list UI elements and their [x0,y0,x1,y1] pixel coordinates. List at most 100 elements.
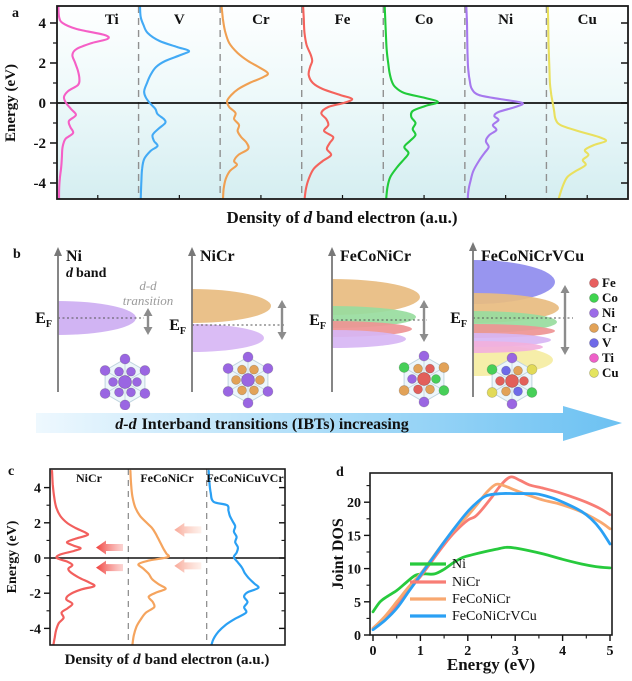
element-label-Cr: Cr [252,12,270,28]
legend-item-FeCoNiCrVCu: FeCoNiCrVCu [410,609,537,624]
legend-item-FeCoNiCr: FeCoNiCr [410,592,511,607]
panel-a-axis-ticks: 4 2 0 -2 -4 [34,16,628,199]
legend-item-Co: Co [589,290,618,305]
ibt-arrow-banner: d-d Interband transitions (IBTs) increasi… [36,406,622,441]
y-tick-label: -2 [29,587,41,602]
band-diagram-Ni [54,247,151,410]
atomic-cluster [99,353,151,410]
dos-curve-Ti [57,6,110,199]
panel-a-y-axis-label: Energy (eV) [3,64,19,142]
dos-curve-Cu [546,6,608,199]
y-tick-label: 0 [354,629,361,644]
dd-transition-arrow [419,300,429,342]
y-tick-label: 5 [354,596,361,611]
dos-curve-Fe [302,6,354,199]
legend-label: Fe [602,275,616,290]
legend-dot [589,308,599,318]
ibt-highlight-arrow [174,522,202,537]
energy-axis-arrowhead [54,247,62,256]
legend-label: FeCoNiCr [452,592,511,607]
panel-d-legend: Ni NiCr FeCoNiCr FeCoNiCrVCu [410,557,537,624]
legend-dot [589,368,599,378]
system-label-nicr: NiCr [76,471,103,485]
legend-item-Ni: Ni [410,557,466,572]
panel-a-frame [56,5,629,200]
x-tick-label: 0 [370,644,377,659]
x-tick-label: 1 [417,644,424,659]
y-tick-label: 0 [39,96,47,112]
jdos-curve-FeCoNiCrVCu [371,492,612,632]
panel-b-schematic: b Ni d band NiCr FeCoNiCr FeCoNiCrVCu EF … [13,242,619,410]
diagram-nicr-title: NiCr [200,248,235,265]
dos-curve-FeCoNiCr [129,469,171,645]
y-tick-label: 2 [34,517,41,532]
y-tick-label: -2 [34,136,47,152]
legend-label: Co [602,290,618,305]
panel-a-dos-chart: a 4 2 0 -2 -4 Ti V Cr Fe Co Ni Cu Energy (eV) Densi… [3,5,629,227]
legend-item-Ti: Ti [589,350,614,365]
diagram-ni-title: Ni [66,248,83,265]
panel-d-frame [369,472,613,636]
dos-curve-NiCr [50,469,96,645]
y-tick-label: 2 [39,56,47,72]
legend-item-V: V [589,335,612,350]
diagram-feconicrvcu-title: FeCoNiCrVCu [481,248,584,265]
element-label-Ni: Ni [498,12,513,28]
element-label-Co: Co [415,12,433,28]
legend-label: Cu [602,365,619,380]
legend-dot [589,338,599,348]
legend-label: Ti [602,350,614,365]
atomic-cluster [486,352,538,410]
dos-curve-Ni [465,6,524,199]
ibt-highlight-arrow [96,560,123,575]
panel-c-frame [49,468,286,646]
dd-transition-arrow [277,300,287,340]
x-tick-label: 3 [512,644,519,659]
legend-dot [589,278,599,288]
right-arrow-shape [36,406,622,441]
ibt-highlight-arrow [96,540,123,555]
legend-dot [589,353,599,363]
legend-label: Ni [452,557,466,572]
panel-c-label: c [8,464,14,479]
panel-d-jdos-chart: d 0 5 10 15 20 0 1 2 3 4 5 Joint DOS Energy (eV) N… [330,465,614,674]
dos-curve-FeCoNiCuVCr [207,469,260,645]
legend-label: FeCoNiCrVCu [452,609,537,624]
legend-label: NiCr [452,575,480,590]
x-tick-label: 5 [607,644,614,659]
ibt-banner-text: d-d Interband transitions (IBTs) increasi… [115,416,409,433]
legend-dot [589,293,599,303]
panel-a-curves [57,6,608,199]
dd-transition-note-line2: transition [123,293,174,308]
panel-a-plot-area: 4 2 0 -2 -4 Ti V Cr Fe Co Ni Cu [34,5,629,200]
panel-d-x-axis-label: Energy (eV) [447,655,535,674]
jdos-curve-Ni [371,545,612,614]
legend-item-Cu: Cu [589,365,619,380]
dos-curve-Cr [220,6,269,199]
band-diagram-FeCoNiCrVCu [469,242,573,410]
panel-c-curves [50,469,260,645]
legend-item-NiCr: NiCr [410,575,480,590]
legend-item-Ni: Ni [589,305,615,320]
element-label-V: V [174,12,185,28]
diagram-feconicr-title: FeCoNiCr [340,248,411,265]
panel-a-label: a [12,6,19,21]
element-label-Fe: Fe [335,12,351,28]
ibt-highlight-arrow [174,558,202,573]
energy-axis-arrowhead [328,247,336,256]
panel-a-x-axis-label: Density of d band electron (a.u.) [226,208,457,227]
system-label-feconicr: FeCoNiCr [140,471,194,485]
band-diagram-FeCoNiCr [328,247,450,408]
x-tick-label: 2 [464,644,471,659]
y-tick-label: -4 [29,622,41,637]
dd-transition-arrow [143,308,153,335]
y-tick-label: -4 [34,176,47,192]
fermi-label-feconicrvcu: EF [450,310,467,330]
panel-c-y-axis-label: Energy (eV) [5,520,20,593]
d-band [192,289,271,323]
dd-transition-arrow [560,285,570,355]
legend-dot [589,323,599,333]
y-tick-label: 4 [39,16,47,32]
